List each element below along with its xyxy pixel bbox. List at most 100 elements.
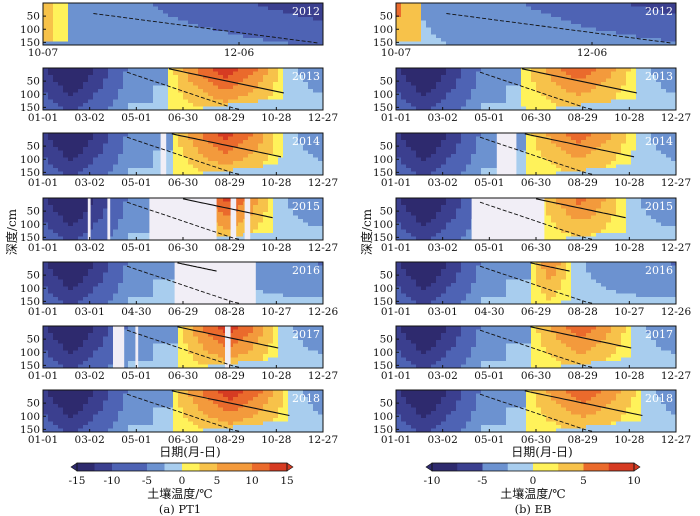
heat-cell: [158, 24, 164, 28]
heat-cell: [228, 20, 234, 25]
heat-cell: [268, 68, 274, 72]
heat-cell: [113, 96, 119, 100]
heat-cell: [283, 340, 289, 344]
heat-cell: [113, 41, 119, 46]
heat-cell: [118, 276, 124, 280]
heat-cell: [318, 340, 324, 344]
heat-cell: [188, 407, 194, 412]
heat-cell: [98, 96, 104, 100]
heat-cell: [118, 229, 124, 234]
heat-cell: [123, 75, 129, 79]
heat-cell: [263, 361, 269, 365]
heat-cell: [198, 350, 204, 355]
heat-cell: [103, 329, 109, 334]
heat-cell: [153, 17, 159, 21]
heat-cell: [63, 201, 69, 206]
heat-cell: [293, 222, 299, 227]
heat-cell: [193, 140, 199, 144]
heat-cell: [78, 157, 84, 162]
heat-cell: [208, 89, 214, 93]
heat-cell: [103, 212, 109, 216]
heat-cell: [188, 31, 194, 35]
heat-cell: [426, 41, 432, 46]
heat-cell: [153, 265, 159, 270]
heat-cell: [73, 201, 79, 206]
y-tick-label: 100: [20, 219, 40, 231]
heat-cell: [278, 300, 284, 305]
x-tick-label: 12-27: [308, 177, 338, 189]
heat-cell: [58, 222, 64, 227]
heat-cell: [178, 92, 184, 97]
heat-cell: [128, 147, 134, 151]
heat-cell: [318, 143, 324, 148]
heat-cell: [303, 418, 309, 422]
heat-cell: [153, 31, 159, 35]
heat-cell: [313, 350, 319, 355]
heat-cell: [203, 136, 209, 141]
heat-cell: [123, 219, 129, 223]
heat-cell: [288, 404, 294, 408]
heat-cell: [123, 333, 129, 337]
heat-cell: [83, 140, 89, 144]
heat-cell: [308, 215, 314, 220]
heat-cell: [123, 41, 129, 46]
heat-cell: [208, 343, 214, 348]
heat-cell: [318, 233, 324, 237]
heat-cell: [218, 329, 224, 334]
heat-cell: [238, 236, 244, 241]
heat-cell: [208, 404, 214, 408]
heat-cell: [308, 414, 314, 419]
heat-cell: [48, 171, 54, 176]
heat-cell: [53, 421, 59, 426]
heat-cell: [253, 164, 259, 169]
heat-cell: [118, 38, 124, 42]
heat-cell: [128, 300, 134, 305]
heat-cell: [108, 215, 114, 220]
heat-cell: [118, 68, 124, 72]
heat-cell: [243, 354, 249, 358]
heat-cell: [133, 13, 139, 18]
heat-cell: [173, 154, 179, 158]
heat-cell: [168, 265, 174, 270]
heat-cell: [303, 147, 309, 151]
heat-cell: [98, 326, 104, 330]
heat-cell: [68, 364, 74, 369]
heat-cell: [138, 103, 144, 107]
heat-cell: [238, 34, 244, 39]
heat-cell: [58, 272, 64, 277]
heat-cell: [68, 326, 74, 330]
heat-cell: [93, 400, 99, 405]
heat-cell: [83, 229, 89, 234]
heat-cell: [401, 38, 407, 42]
heat-cell: [118, 418, 124, 422]
heat-cell: [73, 400, 79, 405]
heat-cell: [128, 414, 134, 419]
heat-cell: [223, 3, 229, 7]
heat-cell: [128, 343, 134, 348]
heat-cell: [108, 326, 114, 330]
heat-cell: [168, 82, 174, 86]
heat-cell: [113, 226, 119, 230]
heat-cell: [318, 85, 324, 90]
heat-cell: [93, 393, 99, 398]
heat-cell: [123, 198, 129, 202]
heat-cell: [263, 75, 269, 79]
heat-cell: [73, 89, 79, 93]
heat-cell: [238, 71, 244, 76]
heat-cell: [93, 3, 99, 7]
heat-cell: [268, 201, 274, 206]
heat-cell: [123, 168, 129, 172]
heat-cell: [88, 414, 94, 419]
heat-cell: [93, 411, 99, 415]
heat-cell: [168, 85, 174, 90]
heat-cell: [63, 354, 69, 358]
heat-cell: [133, 425, 139, 429]
heat-cell: [58, 354, 64, 358]
heat-cell: [283, 283, 289, 287]
heat-cell: [183, 336, 189, 341]
heat-cell: [63, 393, 69, 398]
heat-cell: [396, 17, 402, 21]
heat-cell: [158, 34, 164, 39]
heat-cell: [78, 272, 84, 277]
heat-cell: [411, 6, 417, 11]
